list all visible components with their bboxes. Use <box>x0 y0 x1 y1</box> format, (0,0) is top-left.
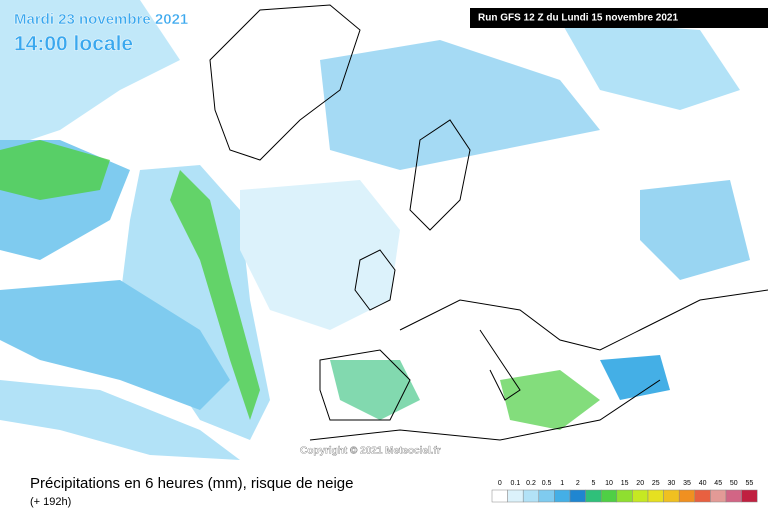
legend-label: 0.1 <box>511 480 521 487</box>
copyright: Copyright © 2021 Meteociel.fr <box>300 446 441 457</box>
legend-swatch <box>741 489 758 503</box>
legend-swatch <box>491 489 508 503</box>
legend-label: 50 <box>730 480 738 487</box>
legend-swatch <box>647 489 664 503</box>
legend-label: 40 <box>699 480 707 487</box>
legend-swatch <box>678 489 696 503</box>
lead-time: (+ 192h) <box>30 496 71 508</box>
legend-label: 0.2 <box>526 480 536 487</box>
precipitation-field <box>0 0 750 460</box>
coastlines <box>209 4 768 441</box>
legend-swatch <box>507 489 524 503</box>
run-banner <box>470 8 768 28</box>
legend-label: 45 <box>714 480 722 487</box>
legend-label: 5 <box>591 480 595 487</box>
legend-label: 0 <box>498 480 502 487</box>
legend-swatch <box>725 489 742 503</box>
forecast-time: 14:00 locale <box>14 33 133 56</box>
legend-label: 0.5 <box>542 480 552 487</box>
legend-swatch <box>632 489 649 503</box>
legend-label: 10 <box>605 480 613 487</box>
legend-swatch <box>710 489 727 503</box>
legend-label: 30 <box>668 480 676 487</box>
legend-swatch <box>569 489 586 503</box>
legend-label: 35 <box>683 480 691 487</box>
legend: 0 0.1 0.2 0.5 1 2 5 10 15 20 25 30 35 40 45 50 55 <box>491 480 758 503</box>
legend-swatch <box>522 489 540 503</box>
legend-swatch <box>694 489 711 503</box>
legend-swatch <box>585 489 602 503</box>
footer-title: Précipitations en 6 heures (mm), risque … <box>30 475 354 492</box>
legend-swatch <box>600 489 618 503</box>
legend-label: 25 <box>652 480 660 487</box>
legend-label: 1 <box>560 480 564 487</box>
forecast-date: Mardi 23 novembre 2021 <box>14 11 188 28</box>
legend-label: 55 <box>746 480 754 487</box>
legend-swatch <box>616 489 633 503</box>
legend-swatch <box>663 489 680 503</box>
legend-label: 20 <box>636 480 644 487</box>
legend-label: 2 <box>576 480 580 487</box>
legend-swatch <box>538 489 555 503</box>
legend-label: 15 <box>621 480 629 487</box>
legend-swatch <box>554 489 571 503</box>
run-label: Run GFS 12 Z du Lundi 15 novembre 2021 <box>478 13 678 24</box>
